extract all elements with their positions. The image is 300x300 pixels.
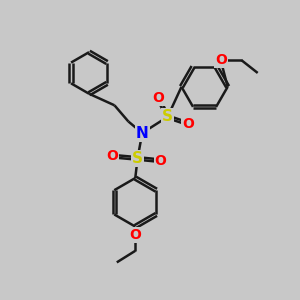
Text: O: O [215,53,227,67]
Text: O: O [152,92,164,105]
Text: O: O [106,149,118,163]
Text: O: O [155,154,167,168]
Text: O: O [129,228,141,242]
Text: N: N [136,125,148,140]
Text: S: S [162,109,173,124]
Text: O: O [182,117,194,131]
Text: S: S [132,151,143,166]
